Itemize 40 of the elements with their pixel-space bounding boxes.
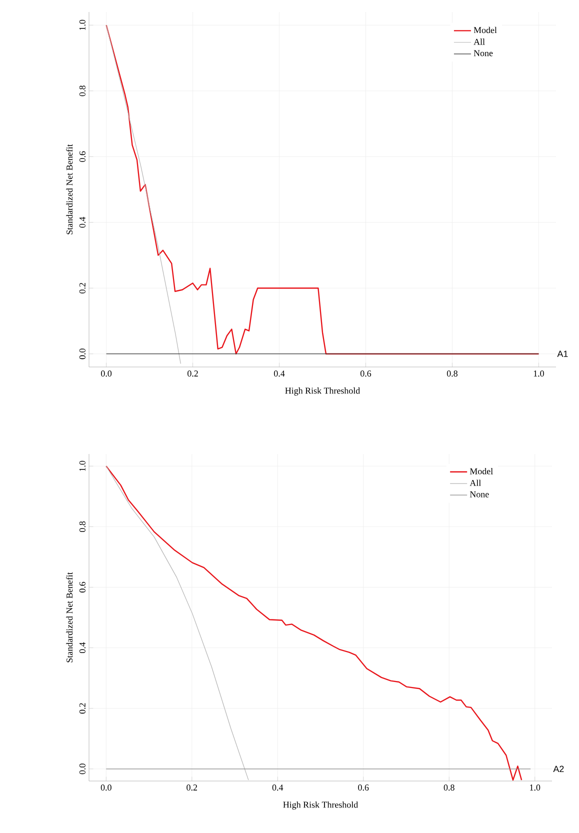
y-tick-label: 0.6: [79, 151, 86, 162]
y-tick-label: 1.0: [79, 460, 86, 471]
x-tick-label: 1.0: [534, 370, 544, 377]
y-tick-label: 0.8: [79, 86, 86, 96]
x-tick-label: 0.0: [100, 784, 112, 791]
x-tick-label: 0.6: [358, 784, 369, 791]
line-series: [106, 24, 540, 354]
y-tick-label: 0.6: [79, 582, 86, 592]
x-tick-label: 0.8: [444, 784, 454, 791]
legend-label: All: [474, 38, 485, 45]
y-axis-title: Standardized Net Benefit: [66, 572, 73, 662]
x-tick-label: 1.0: [530, 784, 540, 791]
text: A1: [557, 350, 568, 357]
x-axis-title: High Risk Threshold: [285, 387, 360, 396]
x-tick-label: 0.2: [188, 370, 198, 377]
text: A2: [553, 766, 564, 772]
x-tick-label: 0.4: [274, 370, 285, 377]
line-series: [106, 466, 249, 780]
y-axis-title: Standardized Net Benefit: [66, 144, 73, 234]
x-axis-title: High Risk Threshold: [283, 801, 358, 810]
y-tick-label: 0.0: [79, 348, 86, 360]
y-tick-label: 0.8: [79, 521, 86, 532]
x-tick-label: 0.6: [360, 370, 372, 377]
x-tick-label: 0.8: [446, 370, 458, 377]
legend-label: Model: [474, 26, 497, 34]
legend-label: None: [474, 50, 493, 56]
legend-label: All: [470, 480, 481, 486]
y-tick-label: 1.0: [79, 20, 86, 30]
x-tick-label: 0.4: [272, 784, 284, 791]
line-series: [106, 466, 522, 781]
y-tick-label: 0.0: [79, 764, 86, 774]
legend-label: Model: [470, 468, 493, 474]
x-tick-label: 0.0: [101, 370, 112, 377]
x-tick-label: 0.2: [186, 784, 197, 791]
y-tick-label: 0.4: [79, 216, 86, 228]
y-tick-label: 0.2: [79, 283, 86, 294]
line-series: [106, 24, 181, 364]
y-tick-label: 0.2: [79, 703, 86, 714]
y-tick-label: 0.4: [79, 642, 86, 654]
legend-label: None: [470, 491, 489, 498]
